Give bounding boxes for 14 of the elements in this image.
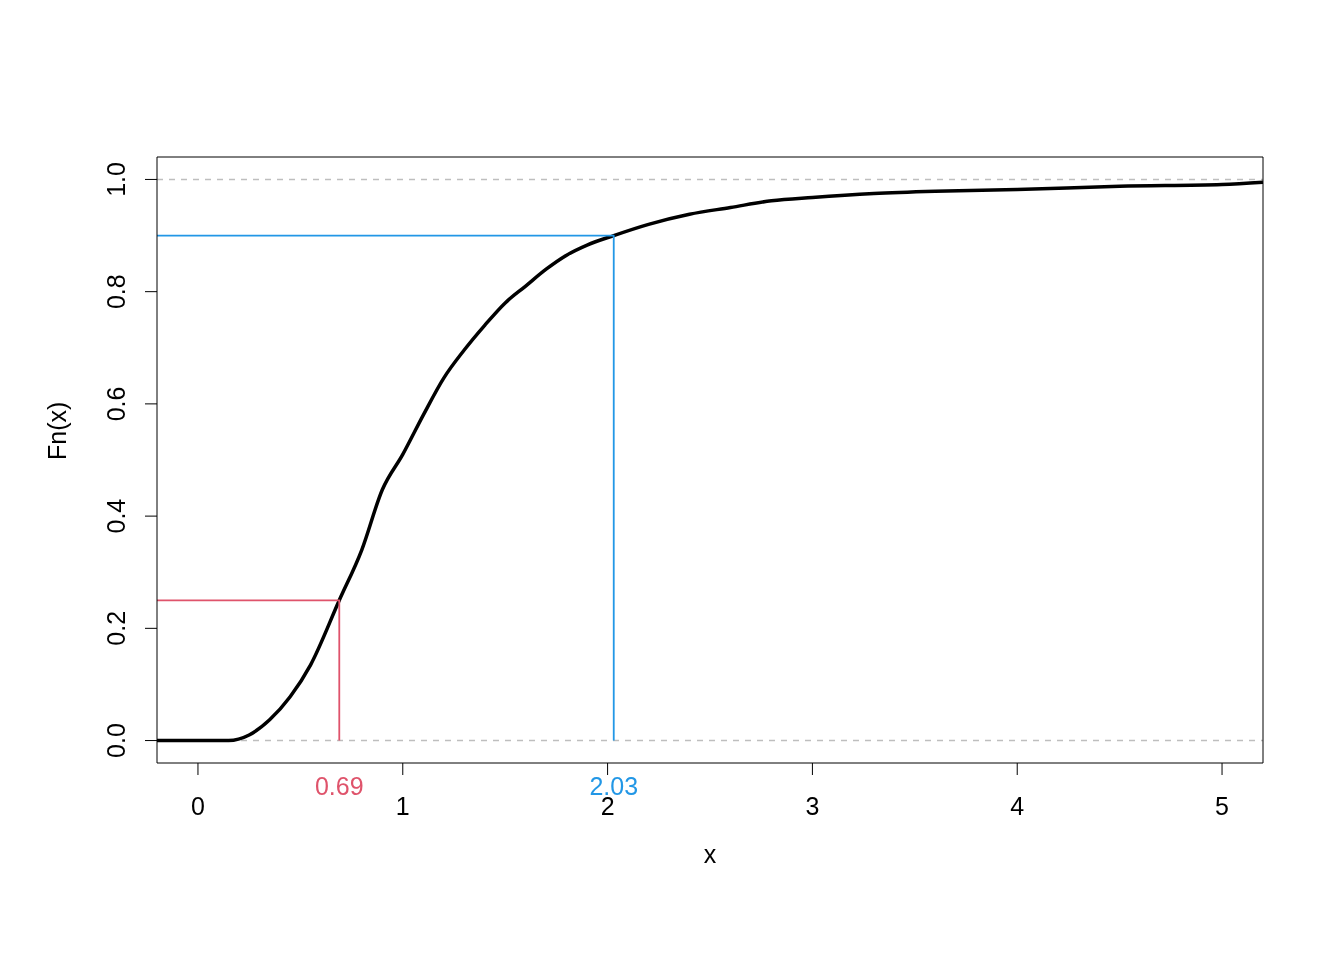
x-tick-label: 5 [1215, 792, 1229, 820]
x-tick-label: 0 [191, 792, 205, 820]
x-tick-label: 3 [805, 792, 820, 820]
y-tick-label: 1.0 [102, 162, 130, 197]
x-axis-title: x [703, 840, 717, 868]
y-tick-label: 0.2 [102, 610, 130, 646]
x-tick-label: 1 [395, 792, 410, 820]
y-tick-label: 0.4 [102, 498, 130, 534]
y-tick-label: 0.0 [102, 723, 130, 758]
y-axis-title: Fn(x) [42, 401, 71, 460]
x-tick-label: 4 [1010, 792, 1025, 820]
text: 0.69 [314, 771, 364, 800]
y-tick-label: 0.6 [102, 386, 130, 422]
y-tick-label: 0.8 [102, 274, 130, 310]
